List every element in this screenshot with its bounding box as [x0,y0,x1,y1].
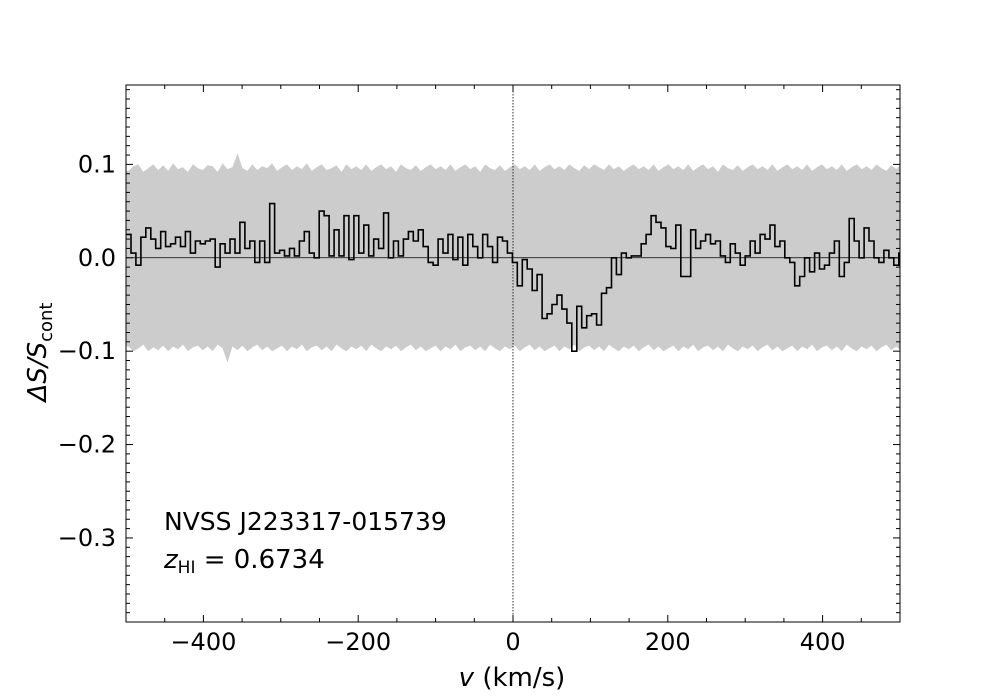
redshift-var: z [163,545,179,575]
spectrum-line [126,202,900,352]
y-tick-label: −0.2 [58,431,116,459]
source-name-annotation: NVSS J223317-015739 [164,507,447,536]
x-tick-label: 400 [800,628,846,656]
y-tick-label: 0.0 [78,244,116,272]
y-tick-label: −0.3 [58,524,116,552]
y-tick-label: −0.1 [58,337,116,365]
x-tick-label: 200 [645,628,691,656]
y-tick-label: 0.1 [78,150,116,178]
y-axis-label-sub: cont [36,303,57,342]
x-axis-label-var: v [459,663,475,693]
y-axis-ticks: 0.1 0.0 −0.1 −0.2 −0.3 [58,89,900,614]
x-axis-label: v (km/s) [459,663,566,693]
x-axis-label-unit: (km/s) [474,663,565,693]
x-tick-label: −200 [325,628,391,656]
y-axis-label-main: ΔS/S [23,342,53,404]
redshift-sub: HI [178,558,196,578]
x-axis-ticks: −400 −200 0 200 400 [125,85,901,656]
plot-area [126,85,900,622]
x-tick-label: −400 [170,628,236,656]
redshift-annotation: zHI = 0.6734 [163,545,325,578]
redshift-value: = 0.6734 [195,545,324,575]
y-axis-label: ΔS/Scont [23,303,57,404]
x-tick-label: 0 [505,628,520,656]
